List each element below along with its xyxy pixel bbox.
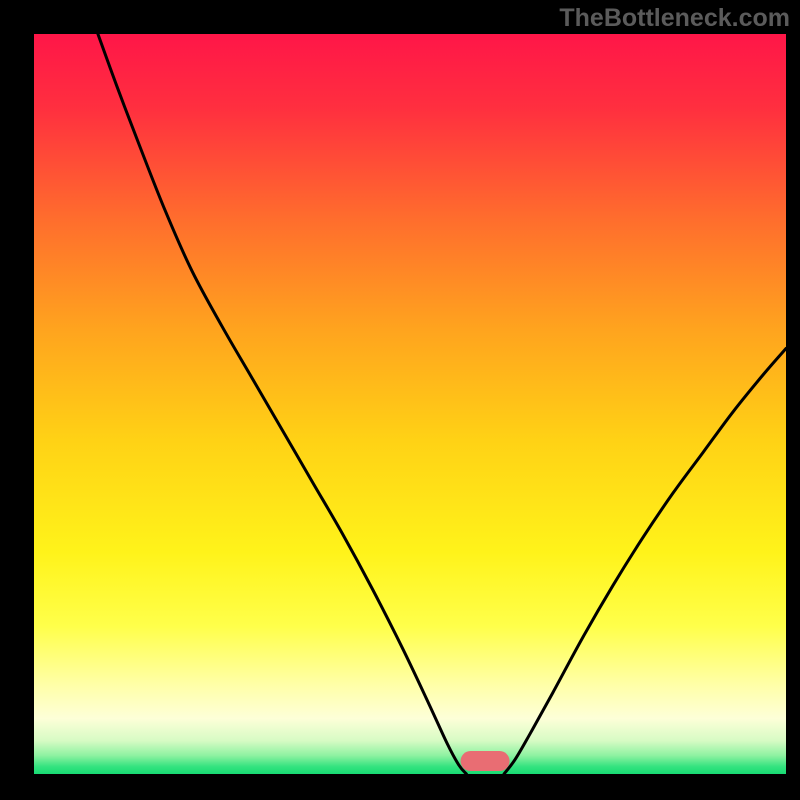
optimum-marker (461, 751, 510, 771)
left-curve (98, 34, 466, 774)
plot-area (34, 34, 786, 774)
chart-frame: TheBottleneck.com (0, 0, 800, 800)
curve-layer (34, 34, 786, 774)
right-curve (504, 349, 786, 775)
watermark-text: TheBottleneck.com (559, 4, 790, 33)
